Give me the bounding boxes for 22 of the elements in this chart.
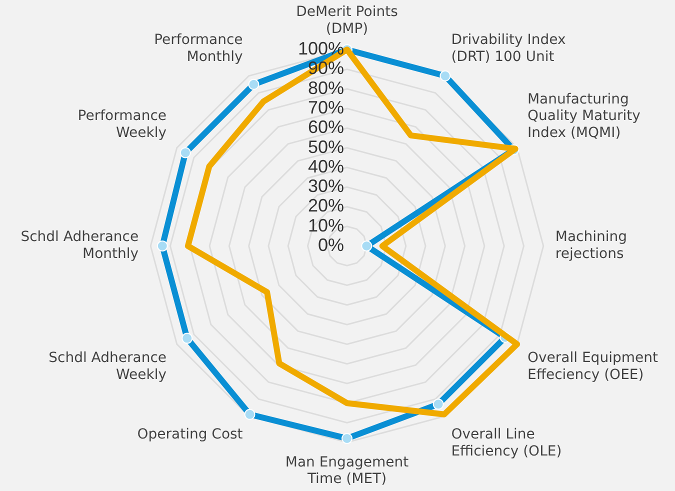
spoke-label: Manufacturing Quality Maturity Index (MQMI) bbox=[527, 91, 640, 142]
spoke-label: Performance Monthly bbox=[154, 32, 243, 65]
y-tick-label: 80% bbox=[308, 78, 344, 98]
spoke-label: Drivability Index (DRT) 100 Unit bbox=[451, 32, 566, 65]
spoke-label: Machining rejections bbox=[555, 229, 628, 262]
y-tick-label: 0% bbox=[318, 234, 344, 255]
spoke-label: Overall Line Efficiency (OLE) bbox=[451, 426, 562, 460]
spoke-label: Performance Weekly bbox=[78, 108, 167, 142]
spoke-label: DeMerit Points (DMP) bbox=[296, 4, 398, 37]
spoke-label: Schdl Adherance Weekly bbox=[48, 350, 167, 384]
spoke-label: Overall Equipment Effeciency (OEE) bbox=[527, 350, 658, 384]
spoke-label: Operating Cost bbox=[137, 426, 244, 443]
y-tick-label: 20% bbox=[308, 196, 344, 216]
spoke-label: Man Engagement Time (MET) bbox=[285, 454, 410, 488]
y-tick-label: 100% bbox=[298, 38, 344, 59]
y-tick-label: 50% bbox=[308, 136, 344, 157]
y-tick-label: 70% bbox=[308, 97, 344, 118]
spoke-label: Schdl Adherance Monthly bbox=[20, 229, 139, 262]
y-tick-label: 30% bbox=[308, 176, 344, 196]
y-tick-label: 40% bbox=[308, 156, 344, 176]
y-tick-label: 60% bbox=[308, 117, 344, 138]
y-tick-label: 10% bbox=[308, 215, 344, 236]
